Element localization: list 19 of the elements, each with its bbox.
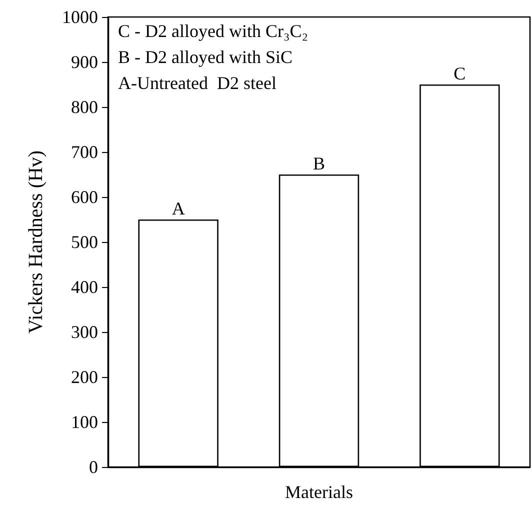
x-axis-title: Materials bbox=[285, 482, 353, 502]
y-tick-label: 900 bbox=[71, 52, 98, 72]
annotation: C - D2 alloyed with Cr₃C₂ bbox=[118, 21, 308, 41]
y-tick-label: 500 bbox=[71, 232, 98, 252]
y-tick-label: 600 bbox=[71, 187, 98, 207]
x-tick-label: C bbox=[454, 64, 466, 84]
y-tick-label: 0 bbox=[89, 457, 98, 477]
y-tick-label: 1000 bbox=[62, 7, 98, 27]
y-tick-label: 700 bbox=[71, 142, 98, 162]
annotation: A-Untreated D2 steel bbox=[118, 73, 276, 93]
y-tick-label: 100 bbox=[71, 412, 98, 432]
y-axis-title: Vickers Hardness (Hv) bbox=[25, 150, 47, 334]
y-tick-label: 400 bbox=[71, 277, 98, 297]
x-tick-label: A bbox=[172, 198, 185, 218]
x-tick-label: B bbox=[312, 154, 326, 174]
y-tick-label: 300 bbox=[71, 322, 98, 342]
y-tick-label: 800 bbox=[71, 97, 98, 117]
annotation: B - D2 alloyed with SiC bbox=[118, 47, 292, 67]
y-tick-label: 200 bbox=[71, 367, 98, 387]
